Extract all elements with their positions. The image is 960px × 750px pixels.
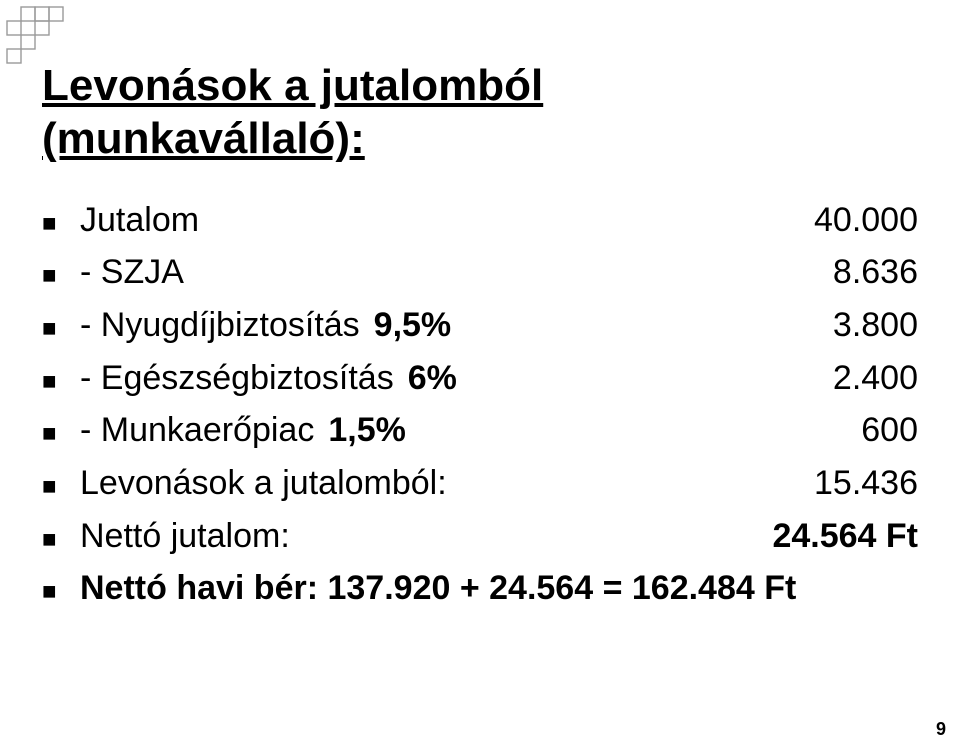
list-item: ■ - Munkaerőpiac 1,5% 600 — [42, 404, 918, 457]
net-bonus-value: 24.564 Ft — [738, 510, 918, 563]
bullet-icon: ■ — [42, 409, 80, 452]
list-item-net-bonus: ■ Nettó jutalom: 24.564 Ft — [42, 510, 918, 563]
item-value: 2.400 — [738, 352, 918, 405]
title-line-1: Levonások a jutalomból — [42, 61, 543, 110]
deduction-list: ■ Jutalom 40.000 ■ - SZJA 8.636 ■ - Nyug… — [42, 194, 918, 616]
item-value: 15.436 — [738, 457, 918, 510]
item-label: - Egészségbiztosítás — [80, 352, 394, 405]
title-line-2: (munkavállaló): — [42, 114, 365, 163]
list-item: ■ Jutalom 40.000 — [42, 194, 918, 247]
list-item-net-monthly: ■ Nettó havi bér: 137.920 + 24.564 = 162… — [42, 562, 918, 615]
list-item: ■ - Egészségbiztosítás 6% 2.400 — [42, 352, 918, 405]
list-item: ■ - SZJA 8.636 — [42, 246, 918, 299]
page-number: 9 — [936, 719, 946, 740]
bullet-icon: ■ — [42, 251, 80, 294]
item-percent: 9,5% — [360, 299, 452, 352]
item-value: 40.000 — [738, 194, 918, 247]
item-label: - Nyugdíjbiztosítás — [80, 299, 360, 352]
item-label: Jutalom — [80, 194, 199, 247]
item-value: 600 — [738, 404, 918, 457]
list-item: ■ Levonások a jutalomból: 15.436 — [42, 457, 918, 510]
slide-title: Levonások a jutalomból (munkavállaló): — [42, 60, 918, 166]
list-item: ■ - Nyugdíjbiztosítás 9,5% 3.800 — [42, 299, 918, 352]
slide-content: Levonások a jutalomból (munkavállaló): ■… — [42, 60, 918, 615]
item-label: Levonások a jutalomból: — [80, 457, 447, 510]
bullet-icon: ■ — [42, 515, 80, 558]
corner-logo-icon — [6, 6, 78, 64]
item-label: - SZJA — [80, 246, 184, 299]
bullet-icon: ■ — [42, 357, 80, 400]
item-percent: 6% — [394, 352, 457, 405]
item-value: 8.636 — [738, 246, 918, 299]
net-bonus-label: Nettó jutalom: — [80, 510, 290, 563]
net-monthly-text: Nettó havi bér: 137.920 + 24.564 = 162.4… — [80, 562, 796, 615]
item-value: 3.800 — [738, 299, 918, 352]
bullet-icon: ■ — [42, 567, 80, 610]
bullet-icon: ■ — [42, 304, 80, 347]
bullet-icon: ■ — [42, 199, 80, 242]
item-label: - Munkaerőpiac — [80, 404, 314, 457]
item-percent: 1,5% — [314, 404, 406, 457]
bullet-icon: ■ — [42, 462, 80, 505]
